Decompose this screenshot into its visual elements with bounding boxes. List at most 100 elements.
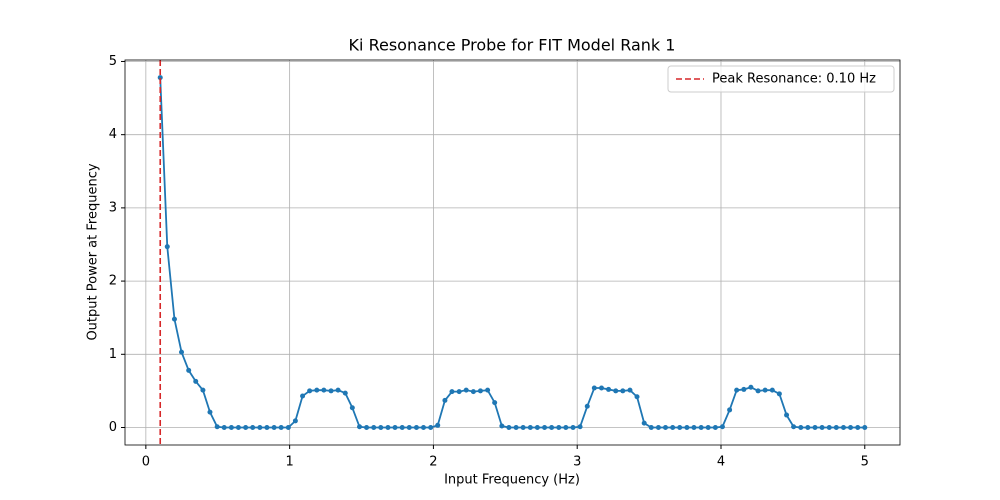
- data-point: [399, 425, 405, 431]
- data-point: [406, 425, 412, 431]
- data-point: [171, 316, 177, 322]
- data-point: [235, 425, 241, 431]
- data-point: [257, 425, 263, 431]
- data-point: [542, 425, 548, 431]
- legend-box: [667, 65, 895, 93]
- data-point: [570, 425, 576, 431]
- data-point: [613, 388, 619, 394]
- data-point: [186, 367, 192, 373]
- data-point: [278, 425, 284, 431]
- data-point: [164, 244, 170, 250]
- data-point: [378, 425, 384, 431]
- data-point: [328, 388, 334, 394]
- data-point: [342, 390, 348, 396]
- data-point: [584, 403, 590, 409]
- data-point: [264, 425, 270, 431]
- data-point: [435, 422, 441, 428]
- y-tick-label: 1: [109, 347, 117, 362]
- x-axis-label: Input Frequency (Hz): [444, 473, 580, 488]
- x-tick-label: 2: [429, 455, 437, 470]
- x-tick-label: 3: [573, 455, 581, 470]
- data-point: [420, 425, 426, 431]
- data-point: [727, 407, 733, 413]
- data-point: [214, 424, 220, 430]
- data-point: [463, 387, 469, 393]
- data-point: [179, 349, 185, 355]
- data-point: [477, 388, 483, 394]
- data-point: [798, 425, 804, 431]
- data-point: [684, 425, 690, 431]
- data-point: [662, 425, 668, 431]
- data-point: [456, 389, 462, 395]
- data-point: [677, 425, 683, 431]
- data-point: [200, 387, 206, 393]
- data-point: [840, 425, 846, 431]
- data-point: [506, 425, 512, 431]
- x-tick-label: 5: [861, 455, 869, 470]
- data-point: [791, 424, 797, 430]
- data-point: [499, 423, 505, 429]
- data-point: [449, 389, 455, 395]
- data-point: [748, 384, 754, 390]
- data-point: [349, 405, 355, 411]
- data-point: [812, 425, 818, 431]
- data-point: [157, 75, 163, 81]
- y-tick-label: 5: [109, 54, 117, 69]
- data-point: [556, 425, 562, 431]
- data-point: [314, 387, 320, 393]
- legend: Peak Resonance: 0.10 Hz: [667, 65, 895, 93]
- data-point: [271, 425, 277, 431]
- data-point: [755, 388, 761, 394]
- data-point: [741, 386, 747, 392]
- data-point: [606, 386, 612, 392]
- x-tick-label: 4: [717, 455, 725, 470]
- data-point: [848, 425, 854, 431]
- data-point: [485, 387, 491, 393]
- data-point: [413, 425, 419, 431]
- data-point: [719, 424, 725, 430]
- y-axis-label: Output Power at Frequency: [86, 163, 101, 340]
- data-point: [862, 425, 868, 431]
- data-point: [641, 420, 647, 426]
- data-point: [250, 425, 256, 431]
- data-point: [855, 425, 861, 431]
- data-point: [634, 394, 640, 400]
- data-point: [470, 389, 476, 395]
- data-point: [776, 391, 782, 397]
- data-point: [364, 425, 370, 431]
- data-point: [307, 388, 313, 394]
- data-point: [442, 397, 448, 403]
- data-point: [357, 424, 363, 430]
- data-point: [228, 425, 234, 431]
- data-point: [620, 388, 626, 394]
- data-point: [527, 425, 533, 431]
- legend-label: Peak Resonance: 0.10 Hz: [712, 72, 876, 87]
- axes-frame: [124, 59, 901, 446]
- data-point: [705, 425, 711, 431]
- data-point: [563, 425, 569, 431]
- data-point: [627, 387, 633, 393]
- x-tick-label: 1: [285, 455, 293, 470]
- data-point: [591, 385, 597, 391]
- data-point: [207, 409, 213, 415]
- data-point: [648, 425, 654, 431]
- y-tick-label: 4: [109, 127, 117, 142]
- data-point: [193, 378, 199, 384]
- data-point: [670, 425, 676, 431]
- data-point: [762, 387, 768, 393]
- data-point: [833, 425, 839, 431]
- data-point: [300, 393, 306, 399]
- x-tick-label: 0: [142, 455, 150, 470]
- data-point: [698, 425, 704, 431]
- data-point: [784, 412, 790, 418]
- data-point: [371, 425, 377, 431]
- data-point: [392, 425, 398, 431]
- data-point: [805, 425, 811, 431]
- data-point: [513, 425, 519, 431]
- data-point: [577, 424, 583, 430]
- data-point: [321, 387, 327, 393]
- data-point: [549, 425, 555, 431]
- data-point: [712, 425, 718, 431]
- data-point: [285, 425, 291, 431]
